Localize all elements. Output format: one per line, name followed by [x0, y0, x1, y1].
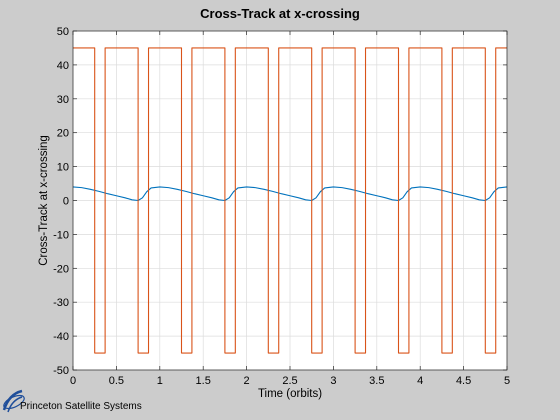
x-tick-label-8: 4	[417, 375, 423, 387]
x-tick-label-0: 0	[70, 375, 76, 387]
x-tick-label-3: 1.5	[196, 375, 211, 387]
x-tick-label-1: 0.5	[109, 375, 124, 387]
axis-ticks	[72, 30, 508, 371]
logo: Princeton Satellite Systems	[2, 389, 142, 413]
y-tick-label-4: -10	[53, 229, 69, 241]
y-axis-label: Cross-Track at x-crossing	[38, 135, 50, 266]
satellite-logo-icon	[2, 389, 25, 413]
y-tick-label-9: 40	[57, 60, 69, 72]
series-line-1	[73, 47, 507, 354]
y-tick-label-7: 20	[57, 128, 69, 140]
y-tick-label-2: -30	[53, 297, 69, 309]
x-axis-label: Time (orbits)	[258, 388, 322, 400]
x-tick-labels: 0 0.5 1 1.5 2 2.5 3 3.5 4 4.5 5	[70, 375, 510, 387]
y-tick-label-10: 50	[57, 26, 69, 38]
chart-title: Cross-Track at x-crossing	[200, 6, 360, 21]
logo-text: Princeton Satellite Systems	[20, 401, 142, 412]
x-tick-label-6: 3	[330, 375, 336, 387]
x-tick-label-4: 2	[244, 375, 250, 387]
y-tick-labels: -50 -40 -30 -20 -10 0 10 20 30 40 50	[53, 26, 69, 377]
y-tick-label-6: 10	[57, 162, 69, 174]
y-tick-label-1: -40	[53, 331, 69, 343]
x-tick-label-7: 3.5	[369, 375, 384, 387]
y-tick-label-0: -50	[53, 365, 69, 377]
data-series-group	[72, 47, 508, 354]
x-tick-label-5: 2.5	[282, 375, 297, 387]
x-tick-label-9: 4.5	[456, 375, 471, 387]
x-tick-label-10: 5	[504, 375, 510, 387]
y-tick-label-8: 30	[57, 94, 69, 106]
y-tick-label-3: -20	[53, 263, 69, 275]
series-line-0	[72, 186, 508, 202]
x-tick-label-2: 1	[157, 375, 163, 387]
y-tick-label-5: 0	[63, 196, 69, 208]
